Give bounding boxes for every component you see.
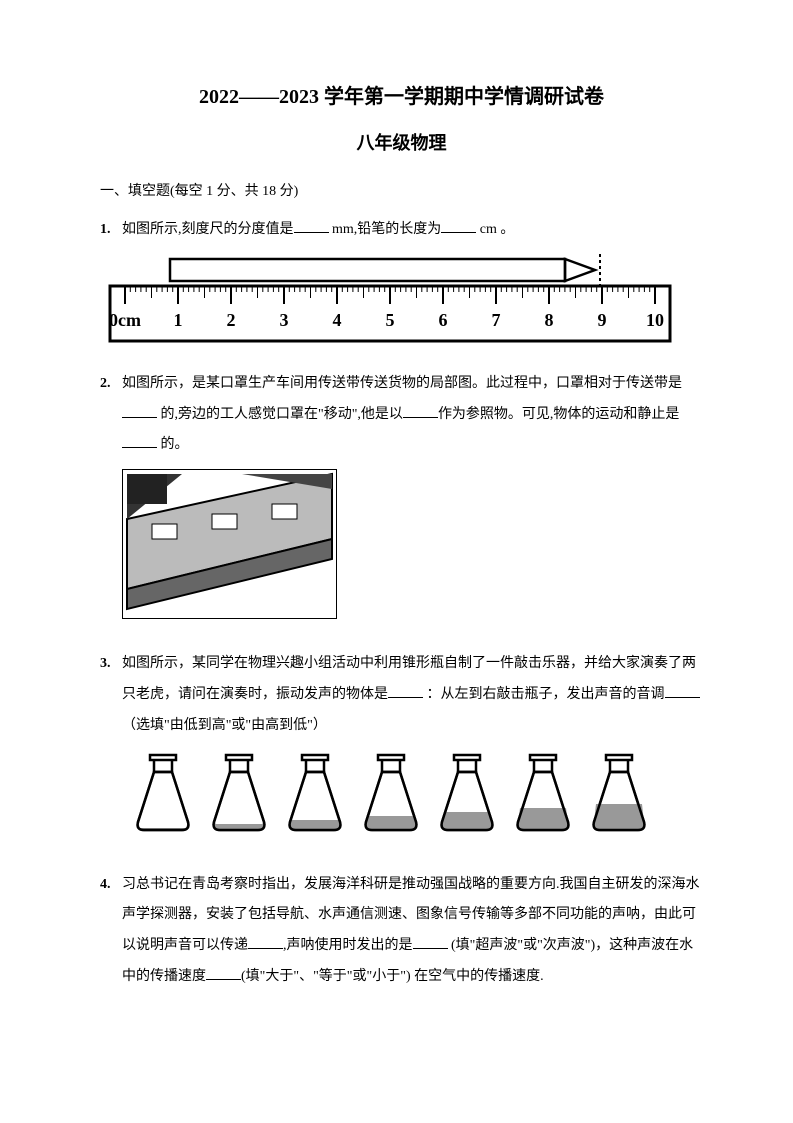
question-2: 2. 如图所示，是某口罩生产车间用传送带传送货物的局部图。此过程中，口罩相对于传…: [100, 369, 703, 629]
question-1: 1. 如图所示,刻度尺的分度值是 mm,铅笔的长度为 cm 。 0cm 1 2 3 4 5…: [100, 215, 703, 349]
q2-figure: [122, 469, 703, 619]
question-3: 3. 如图所示，某同学在物理兴趣小组活动中利用锥形瓶自制了一件敲击乐器，并给大家…: [100, 649, 703, 849]
blank: [294, 218, 329, 233]
page-subtitle: 八年级物理: [100, 129, 703, 155]
svg-text:9: 9: [598, 310, 607, 330]
q4-text-b: ,声呐使用时发出的是: [283, 938, 413, 953]
ruler-svg: 0cm 1 2 3 4 5 6 7 8 9 10: [100, 254, 680, 349]
blank: [665, 683, 700, 698]
svg-text:8: 8: [545, 310, 554, 330]
q1-body: 如图所示,刻度尺的分度值是 mm,铅笔的长度为 cm 。: [122, 215, 703, 246]
svg-text:0cm: 0cm: [109, 310, 141, 330]
q2-body: 如图所示，是某口罩生产车间用传送带传送货物的局部图。此过程中，口罩相对于传送带是…: [122, 369, 703, 629]
blank: [441, 218, 476, 233]
q1-number: 1.: [100, 215, 122, 246]
blank: [206, 965, 241, 980]
q2-text-a: 如图所示，是某口罩生产车间用传送带传送货物的局部图。此过程中，口罩相对于传送带是: [122, 376, 682, 391]
conveyor-svg: [122, 469, 337, 619]
q1-unit-a: mm,铅笔的长度为: [329, 222, 442, 237]
q2-text-c: 作为参照物。可见,物体的运动和静止是: [438, 407, 680, 422]
q3-figure: [122, 750, 703, 840]
svg-text:1: 1: [174, 310, 183, 330]
blank: [122, 433, 157, 448]
q1-unit-b: cm 。: [476, 222, 514, 237]
svg-text:10: 10: [646, 310, 664, 330]
exam-page: 2022——2023 学年第一学期期中学情调研试卷 八年级物理 一、填空题(每空…: [0, 0, 793, 1053]
section-header: 一、填空题(每空 1 分、共 18 分): [100, 180, 703, 200]
q3-text-b: ：从左到右敲击瓶子，发出声音的音调: [423, 687, 665, 702]
blank: [388, 683, 423, 698]
svg-text:5: 5: [386, 310, 395, 330]
blank: [413, 934, 448, 949]
page-title: 2022——2023 学年第一学期期中学情调研试卷: [100, 80, 703, 109]
q3-text-c: （选填"由低到高"或"由高到低"）: [122, 718, 327, 733]
q3-body: 如图所示，某同学在物理兴趣小组活动中利用锥形瓶自制了一件敲击乐器，并给大家演奏了…: [122, 649, 703, 849]
svg-text:2: 2: [227, 310, 236, 330]
q2-text-d: 的。: [157, 437, 189, 452]
q1-figure: 0cm 1 2 3 4 5 6 7 8 9 10: [100, 254, 703, 349]
q1-text-a: 如图所示,刻度尺的分度值是: [122, 222, 294, 237]
svg-text:3: 3: [280, 310, 289, 330]
svg-text:7: 7: [492, 310, 501, 330]
q2-number: 2.: [100, 369, 122, 629]
flasks-svg: [122, 750, 662, 840]
question-4: 4. 习总书记在青岛考察时指出，发展海洋科研是推动强国战略的重要方向.我国自主研…: [100, 870, 703, 993]
q4-body: 习总书记在青岛考察时指出，发展海洋科研是推动强国战略的重要方向.我国自主研发的深…: [122, 870, 703, 993]
blank: [248, 934, 283, 949]
blank: [122, 403, 157, 418]
blank: [403, 403, 438, 418]
q3-number: 3.: [100, 649, 122, 849]
q4-text-d: (填"大于"、"等于"或"小于") 在空气中的传播速度.: [241, 969, 544, 984]
q2-text-b: 的,旁边的工人感觉口罩在"移动",他是以: [157, 407, 403, 422]
svg-text:6: 6: [439, 310, 448, 330]
svg-text:4: 4: [333, 310, 342, 330]
q4-number: 4.: [100, 870, 122, 993]
